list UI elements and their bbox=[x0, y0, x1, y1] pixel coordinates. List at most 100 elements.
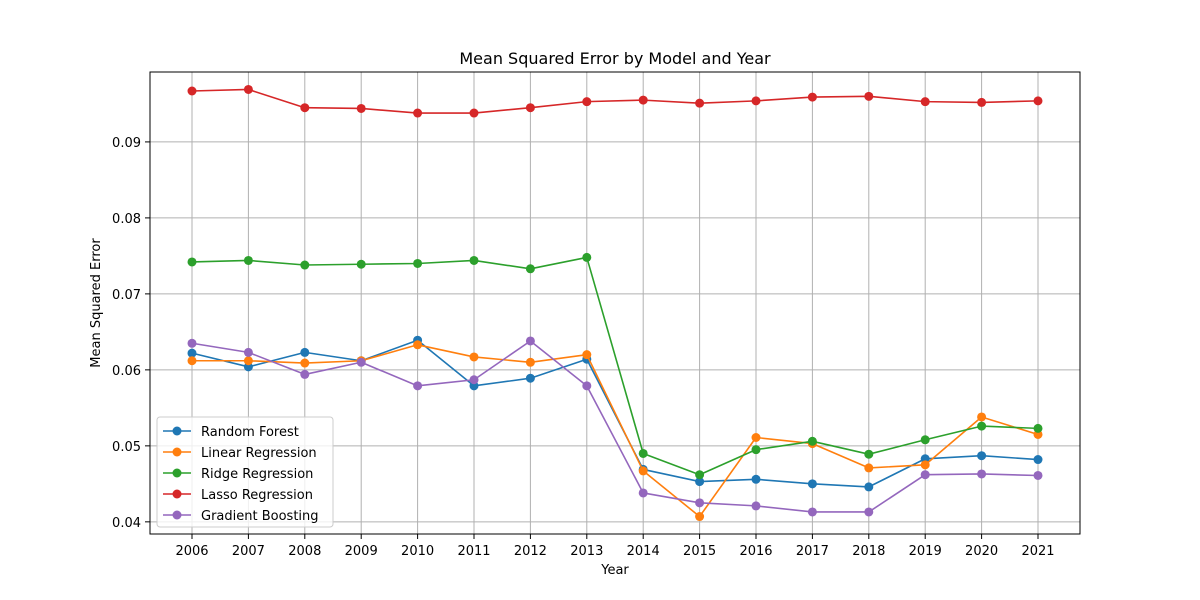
data-point bbox=[243, 255, 253, 265]
legend-label: Lasso Regression bbox=[201, 488, 313, 503]
data-point bbox=[525, 336, 535, 346]
data-point bbox=[695, 498, 705, 508]
data-point bbox=[300, 358, 310, 368]
data-point bbox=[1033, 423, 1043, 433]
legend-label: Gradient Boosting bbox=[201, 509, 319, 524]
data-point bbox=[864, 507, 874, 517]
legend: Random Forest Linear Regression Ridge Regr… bbox=[156, 416, 334, 528]
data-point bbox=[695, 512, 705, 522]
data-point bbox=[864, 91, 874, 101]
x-tick-label: 2017 bbox=[796, 544, 829, 559]
data-point bbox=[751, 474, 761, 484]
data-point bbox=[695, 98, 705, 108]
data-point bbox=[243, 356, 253, 366]
legend-swatch-marker bbox=[172, 510, 182, 520]
data-point bbox=[977, 412, 987, 422]
data-point bbox=[187, 257, 197, 267]
x-tick-label: 2014 bbox=[627, 544, 660, 559]
data-point bbox=[469, 108, 479, 118]
series-line bbox=[192, 343, 1039, 518]
data-point bbox=[751, 501, 761, 511]
data-point bbox=[864, 449, 874, 459]
data-point bbox=[977, 451, 987, 461]
data-point bbox=[187, 86, 197, 96]
series-line bbox=[191, 256, 1039, 476]
legend-swatch-marker bbox=[172, 426, 182, 436]
data-point bbox=[300, 347, 310, 357]
x-tick-label: 2008 bbox=[288, 544, 321, 559]
data-point bbox=[920, 435, 930, 445]
data-point bbox=[638, 466, 648, 476]
data-point bbox=[638, 95, 648, 105]
y-tick-label: 0.04 bbox=[112, 516, 141, 531]
data-point bbox=[243, 347, 253, 357]
data-point bbox=[751, 432, 761, 442]
series-group bbox=[187, 84, 1043, 522]
data-point bbox=[920, 460, 930, 470]
data-point bbox=[413, 258, 423, 268]
data-point bbox=[469, 375, 479, 385]
x-tick-label: 2018 bbox=[852, 544, 885, 559]
data-point bbox=[977, 97, 987, 107]
data-point bbox=[751, 445, 761, 455]
data-point bbox=[187, 356, 197, 366]
x-tick-label: 2006 bbox=[175, 544, 208, 559]
legend-swatch-marker bbox=[172, 489, 182, 499]
data-point bbox=[413, 381, 423, 391]
chart-title: Mean Squared Error by Model and Year bbox=[459, 49, 771, 68]
x-tick-label: 2013 bbox=[570, 544, 603, 559]
data-point bbox=[413, 108, 423, 118]
data-point bbox=[300, 369, 310, 379]
x-tick-label: 2015 bbox=[683, 544, 716, 559]
legend-label: Linear Regression bbox=[201, 446, 317, 461]
data-point bbox=[187, 338, 197, 348]
x-tick-label: 2007 bbox=[232, 544, 265, 559]
axis-ticks: 2006 2007 2008 2009 2010 2011 2012 2013 2014 2015… bbox=[112, 136, 1055, 559]
legend-frame bbox=[156, 416, 334, 528]
x-tick-label: 2020 bbox=[965, 544, 998, 559]
data-point bbox=[751, 96, 761, 106]
data-point bbox=[695, 477, 705, 487]
data-point bbox=[1033, 455, 1043, 465]
data-point bbox=[977, 421, 987, 431]
y-tick-label: 0.08 bbox=[112, 212, 141, 227]
data-point bbox=[525, 373, 535, 383]
x-tick-label: 2011 bbox=[457, 544, 490, 559]
x-tick-label: 2019 bbox=[909, 544, 942, 559]
plot-frame bbox=[149, 71, 1081, 535]
data-point bbox=[638, 488, 648, 498]
data-point bbox=[243, 84, 253, 94]
data-point bbox=[864, 482, 874, 492]
data-point bbox=[582, 97, 592, 107]
data-point bbox=[356, 357, 366, 367]
data-point bbox=[525, 357, 535, 367]
data-point bbox=[864, 463, 874, 473]
data-point bbox=[525, 264, 535, 274]
data-point bbox=[356, 103, 366, 113]
data-point bbox=[300, 103, 310, 113]
series-line bbox=[191, 88, 1039, 114]
data-point bbox=[187, 348, 197, 358]
data-point bbox=[920, 470, 930, 480]
data-point bbox=[300, 260, 310, 270]
y-tick-label: 0.09 bbox=[112, 136, 141, 151]
series-gradient-boosting bbox=[187, 336, 1043, 517]
y-axis-title: Mean Squared Error bbox=[89, 238, 104, 368]
x-tick-label: 2009 bbox=[345, 544, 378, 559]
y-tick-label: 0.06 bbox=[112, 364, 141, 379]
data-point bbox=[920, 97, 930, 107]
data-point bbox=[638, 448, 648, 458]
x-tick-label: 2021 bbox=[1021, 544, 1054, 559]
data-point bbox=[356, 259, 366, 269]
legend-swatch-marker bbox=[172, 447, 182, 457]
series-lasso-regression bbox=[187, 84, 1043, 118]
data-point bbox=[807, 436, 817, 446]
legend-label: Random Forest bbox=[201, 425, 299, 440]
data-point bbox=[1033, 96, 1043, 106]
series-line bbox=[191, 340, 1039, 513]
data-point bbox=[469, 352, 479, 362]
y-tick-label: 0.05 bbox=[112, 440, 141, 455]
x-tick-label: 2010 bbox=[401, 544, 434, 559]
data-point bbox=[807, 479, 817, 489]
